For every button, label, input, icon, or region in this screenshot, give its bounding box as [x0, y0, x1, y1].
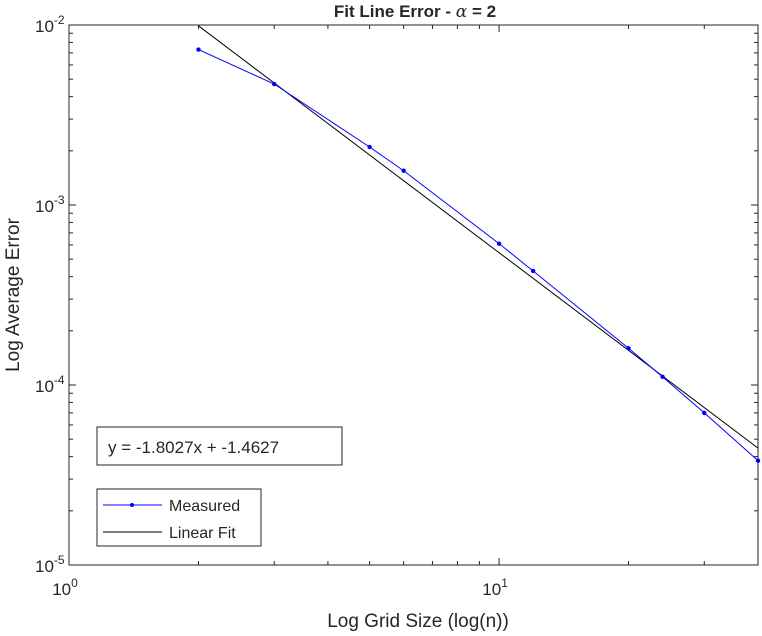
- data-point-measured-4: [496, 241, 502, 246]
- data-point-measured-9: [755, 458, 761, 463]
- x-axis-label: Log Grid Size (log(n)): [327, 611, 509, 632]
- data-point-measured-1: [271, 81, 277, 87]
- legend-fit-label: Linear Fit: [169, 525, 236, 542]
- legend-measured-label: Measured: [169, 498, 240, 515]
- data-point-measured-6: [626, 346, 631, 351]
- axis-ticks: 100 101 10-2 10-3 10-4 10-5: [35, 13, 759, 599]
- data-point-measured-5: [530, 268, 536, 274]
- y-tick-label-2: 10-4: [35, 373, 65, 396]
- y-tick-label-1: 10-3: [35, 193, 65, 216]
- chart-title: Fit Line Error - α = 2: [334, 2, 496, 22]
- y-tick-label-3: 10-5: [35, 553, 65, 576]
- data-point-measured-2: [367, 144, 372, 150]
- data-point-measured-3: [401, 168, 406, 173]
- series-layer: [196, 25, 761, 463]
- x-tick-label-0: 100: [52, 576, 78, 599]
- fit-equation-box: y = -1.8027x + -1.4627: [96, 426, 343, 466]
- legend: Measured Linear Fit: [96, 488, 262, 547]
- x-tick-label-1: 101: [482, 576, 508, 599]
- data-point-measured-0: [196, 47, 201, 52]
- y-tick-label-0: 10-2: [35, 13, 65, 36]
- fit-equation-text: y = -1.8027x + -1.4627: [108, 438, 279, 457]
- plot-area: [68, 24, 759, 566]
- series-line-measured: [198, 49, 759, 462]
- data-point-measured-8: [702, 410, 707, 416]
- legend-measured-marker: [130, 503, 134, 507]
- data-point-measured-7: [660, 374, 665, 380]
- y-axis-label: Log Average Error: [3, 217, 24, 372]
